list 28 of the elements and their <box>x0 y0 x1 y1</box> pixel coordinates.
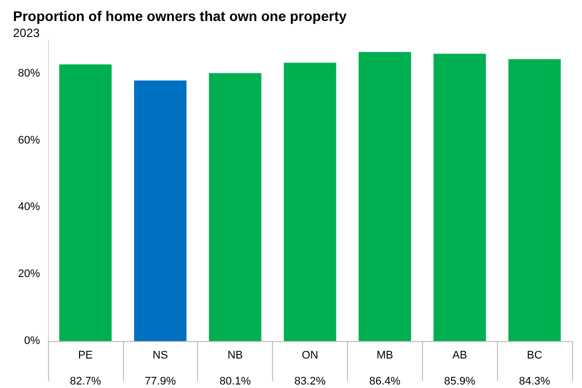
data-label: 77.9% <box>144 376 176 388</box>
chart-title: Proportion of home owners that own one property <box>13 8 347 24</box>
bar <box>208 73 262 341</box>
y-tick-label: 60% <box>18 134 40 146</box>
data-label: 86.4% <box>369 376 401 388</box>
x-tick-label: AB <box>452 350 468 362</box>
bar <box>59 64 112 341</box>
x-tick-label: NB <box>228 350 243 362</box>
y-tick-label: 20% <box>18 268 40 280</box>
x-tick-label: BC <box>526 350 542 362</box>
bar <box>134 80 186 341</box>
data-label: 83.2% <box>294 376 326 388</box>
chart-subtitle: 2023 <box>13 26 40 40</box>
data-label: 85.9% <box>444 376 476 388</box>
y-tick-label: 40% <box>18 201 40 214</box>
x-tick-label: PE <box>78 350 93 362</box>
bar <box>358 52 412 341</box>
x-tick-label: NS <box>152 350 168 362</box>
x-tick-label: ON <box>302 350 318 362</box>
bar <box>508 59 561 341</box>
data-label: 84.3% <box>518 376 550 388</box>
y-tick-label: 80% <box>18 67 40 80</box>
data-label: 80.1% <box>220 376 251 388</box>
y-tick-label: 0% <box>24 335 40 347</box>
bar <box>434 54 486 341</box>
bar <box>284 62 336 341</box>
x-tick-label: MB <box>376 350 394 362</box>
data-label: 82.7% <box>70 376 102 388</box>
